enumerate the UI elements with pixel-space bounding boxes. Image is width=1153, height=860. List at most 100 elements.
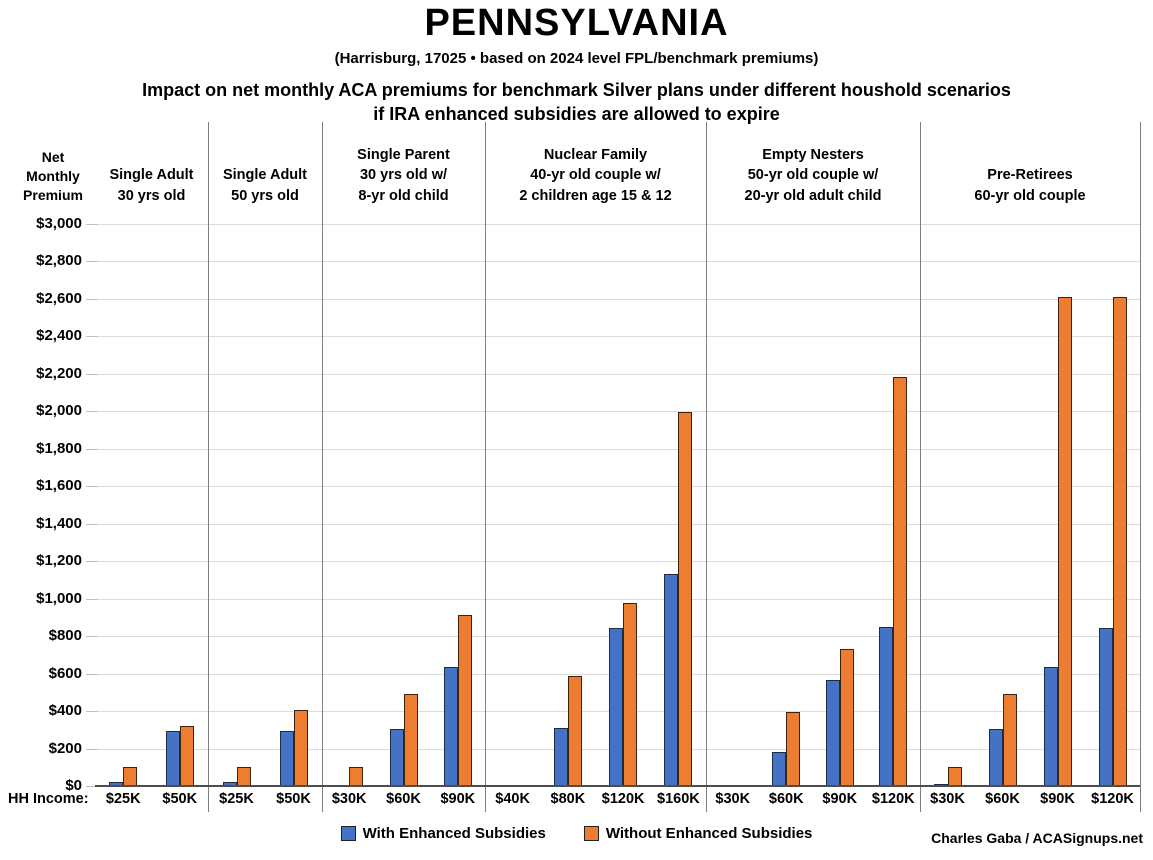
income-label: $120K — [1091, 791, 1134, 807]
y-axis-tick-label: $2,800 — [36, 252, 82, 270]
credit-text: Charles Gaba / ACASignups.net — [931, 830, 1143, 846]
legend-swatch-blue-icon — [340, 826, 356, 841]
income-label: $25K — [105, 791, 141, 807]
income-label: $30K — [715, 791, 751, 807]
income-label: $120K — [601, 791, 645, 807]
bar-with-subsidies — [1043, 667, 1058, 786]
bar-without-subsidies — [123, 767, 138, 786]
bar-without-subsidies — [1002, 694, 1017, 786]
gridline — [95, 336, 1140, 338]
scenario-header-line: Pre-Retirees — [987, 167, 1073, 184]
y-axis-tick — [86, 373, 98, 375]
y-axis-tick-label: $600 — [48, 664, 82, 682]
y-axis-tick-label: $1,800 — [36, 439, 82, 457]
chart-title: PENNSYLVANIA — [424, 2, 729, 44]
bar-without-subsidies — [839, 649, 854, 786]
gridline — [95, 448, 1140, 450]
y-axis-tick-label: $200 — [48, 739, 82, 757]
y-axis-tick-label: $1,000 — [36, 589, 82, 607]
scenario-header-line: 40-yr old couple w/ — [530, 167, 661, 184]
scenario-header: Pre-Retirees 60-yr old couple — [920, 124, 1140, 206]
income-label: $30K — [331, 791, 367, 807]
bar-without-subsidies — [786, 712, 801, 786]
income-label: $30K — [930, 791, 965, 807]
scenario-header-line: Single Adult — [222, 167, 308, 184]
scenario-header: Single Adult 30 yrs old — [95, 124, 208, 206]
group-separator — [485, 122, 486, 812]
bar-with-subsidies — [772, 752, 787, 786]
y-axis-tick — [86, 336, 98, 338]
y-axis-tick-label: $800 — [48, 627, 82, 645]
bar-without-subsidies — [893, 376, 908, 786]
bar-with-subsidies — [879, 626, 894, 786]
scenario-header: Single Parent 30 yrs old w/8-yr old child — [322, 124, 485, 206]
bar-with-subsidies — [825, 680, 840, 786]
income-label: $90K — [1040, 791, 1075, 807]
bar-without-subsidies — [349, 767, 364, 786]
y-axis-tick — [86, 448, 98, 450]
scenario-header-line: Single Adult — [109, 167, 194, 184]
scenario-header-line: 60-yr old couple — [974, 187, 1086, 204]
group-separator — [920, 122, 921, 812]
bar-without-subsidies — [236, 767, 251, 786]
chart-description-line1: Impact on net monthly ACA premiums for b… — [142, 80, 1011, 100]
income-label: $50K — [276, 791, 311, 807]
gridline — [95, 261, 1140, 263]
bar-without-subsidies — [1112, 297, 1127, 786]
scenario-header-line: 30 yrs old w/ — [359, 167, 448, 184]
gridline — [95, 598, 1140, 600]
group-separator — [322, 122, 323, 812]
bar-with-subsidies — [165, 730, 180, 786]
gridline — [95, 523, 1140, 525]
y-axis-title-line: Monthly — [26, 167, 80, 184]
y-axis-tick-label: $1,200 — [36, 552, 82, 570]
y-axis-tick — [86, 523, 98, 525]
scenario-header-line: 2 children age 15 & 12 — [519, 187, 672, 204]
income-label: $160K — [657, 791, 700, 807]
y-axis-tick — [86, 561, 98, 563]
chart-description-line2: if IRA enhanced subsidies are allowed to… — [373, 104, 780, 124]
y-axis-tick-label: $2,400 — [36, 327, 82, 345]
chart-subtitle: (Harrisburg, 17025 • based on 2024 level… — [334, 50, 819, 67]
scenario-header-line: Nuclear Family — [543, 147, 648, 164]
income-label: $80K — [550, 791, 586, 807]
group-separator — [208, 122, 209, 812]
y-axis-tick-label: $400 — [48, 702, 82, 720]
y-axis-tick — [86, 711, 98, 713]
income-label: $90K — [440, 791, 476, 807]
scenario-header-line: Empty Nesters — [762, 147, 864, 164]
y-axis-tick — [86, 224, 98, 225]
bar-with-subsidies — [988, 728, 1003, 786]
scenario-header-line: 50 yrs old — [231, 187, 299, 204]
gridline — [95, 561, 1140, 563]
bar-without-subsidies — [403, 694, 418, 786]
y-axis-tick-label: $2,600 — [36, 289, 82, 307]
income-label: $90K — [822, 791, 858, 807]
bar-with-subsidies — [279, 730, 294, 786]
income-label: $120K — [871, 791, 915, 807]
group-separator — [1140, 122, 1141, 812]
bar-with-subsidies — [1098, 627, 1113, 786]
legend-item-without-subsidies: Without Enhanced Subsidies — [583, 825, 813, 842]
hh-income-label: HH Income: — [8, 791, 89, 807]
bar-without-subsidies — [293, 710, 308, 786]
y-axis-tick — [86, 298, 98, 300]
y-axis-tick — [86, 636, 98, 638]
y-axis-title: Net Monthly Premium — [12, 148, 94, 205]
x-axis-baseline — [95, 785, 1140, 787]
legend-label: Without Enhanced Subsidies — [605, 825, 813, 842]
gridline — [95, 486, 1140, 488]
y-axis-tick-label: $2,000 — [36, 402, 82, 420]
scenario-header-line: 8-yr old child — [358, 187, 449, 204]
bar-without-subsidies — [947, 767, 962, 786]
y-axis-tick — [86, 786, 98, 787]
bar-with-subsidies — [609, 627, 624, 786]
income-label: $25K — [219, 791, 254, 807]
income-label: $60K — [768, 791, 804, 807]
scenario-header: Nuclear Family 40-yr old couple w/2 child… — [485, 124, 706, 206]
scenario-header-line: 30 yrs old — [117, 187, 186, 204]
y-axis-tick — [86, 598, 98, 600]
bar-without-subsidies — [567, 676, 582, 786]
bar-without-subsidies — [678, 412, 693, 786]
